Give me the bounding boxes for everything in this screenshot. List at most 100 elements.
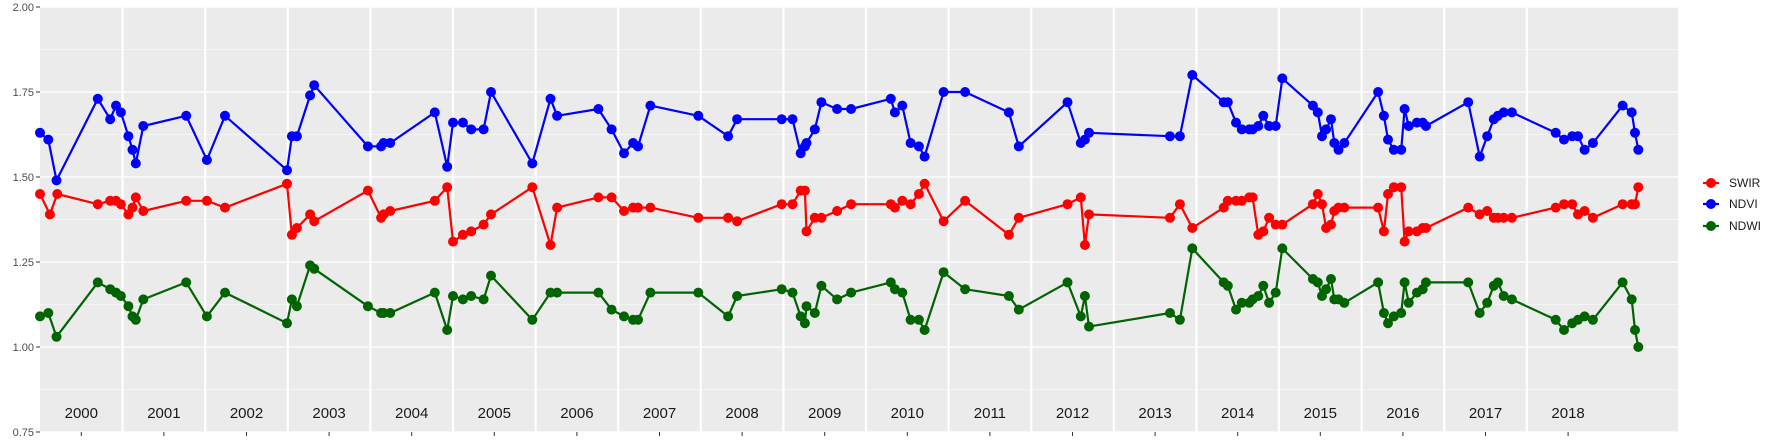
data-point-ndwi [1482,297,1493,308]
data-point-swir [919,178,930,189]
data-point-ndvi [527,158,538,169]
data-point-ndvi [1231,117,1241,128]
data-point-swir [776,199,787,210]
data-point-swir [1277,219,1288,230]
data-point-ndvi [809,124,820,135]
year-label-2007: 2007 [643,405,676,422]
data-point-ndvi [960,87,971,97]
data-point-ndwi [1222,280,1233,291]
year-label-2002: 2002 [230,405,263,422]
data-point-ndvi [889,107,900,118]
data-point-swir [442,182,453,193]
year-label-2006: 2006 [560,405,593,422]
data-point-swir [35,189,45,199]
data-point-ndwi [1633,342,1644,352]
data-point-swir [1084,209,1094,220]
data-point-ndvi [1373,87,1384,97]
data-point-ndwi [913,314,924,325]
data-point-ndvi [552,110,563,121]
data-point-ndvi [1174,131,1185,142]
data-point-swir [938,216,949,227]
data-point-swir [619,206,629,216]
data-point-ndvi [1165,131,1175,142]
data-point-ndvi [1013,141,1024,152]
data-point-ndwi [693,287,704,298]
data-point-ndvi [429,107,440,118]
data-point-swir [693,212,704,223]
y-tick-label: 2.00 [13,2,34,14]
data-point-ndvi [693,110,704,121]
data-point-ndwi [362,301,373,312]
data-point-ndvi [35,127,45,138]
data-point-swir [527,182,538,193]
data-point-swir [633,202,643,213]
data-point-ndvi [593,104,604,114]
y-tick-label: 1.75 [13,87,34,99]
data-point-swir [787,199,798,210]
series-swir [35,178,1644,250]
data-point-ndvi [1587,138,1598,148]
data-point-ndvi [645,100,656,111]
data-point-ndvi [442,161,453,172]
data-point-ndvi [723,131,734,142]
data-point-ndwi [897,287,908,298]
year-label-2004: 2004 [395,405,428,422]
data-point-ndvi [1270,121,1281,131]
data-point-swir [1075,192,1086,203]
data-point-swir [1174,199,1185,210]
year-label-2012: 2012 [1056,405,1089,422]
data-point-ndvi [816,97,827,108]
data-point-swir [92,199,103,210]
data-point-ndvi [545,93,556,104]
data-point-ndvi [1399,104,1410,114]
data-point-swir [1378,226,1389,237]
data-point-ndwi [1378,308,1389,318]
data-point-ndwi [1258,280,1269,291]
year-label-2016: 2016 [1386,405,1419,422]
data-point-swir [1079,240,1090,250]
data-point-ndwi [1312,277,1323,288]
data-point-ndwi [801,301,812,312]
y-tick-label: 0.75 [13,427,34,439]
data-point-ndwi [486,270,496,281]
data-point-ndwi [1559,325,1569,335]
data-point-swir [220,202,230,213]
data-point-ndvi [913,141,924,152]
data-point-ndvi [466,124,477,135]
data-point-ndvi [1579,144,1590,155]
data-point-swir [1013,212,1024,223]
data-point-ndwi [466,291,477,301]
data-point-swir [1550,202,1561,213]
data-point-swir [1579,206,1590,216]
data-point-ndvi [619,148,629,159]
data-point-ndwi [282,318,292,329]
data-point-swir [552,202,563,213]
data-point-swir [486,209,496,220]
data-point-swir [846,199,857,210]
y-tick-label: 1.00 [13,342,34,354]
data-point-swir [478,219,489,230]
year-label-2017: 2017 [1469,405,1502,422]
data-point-swir [52,189,63,199]
data-point-swir [1247,192,1258,203]
data-point-swir [832,206,843,216]
data-point-ndwi [732,291,743,301]
data-point-ndvi [1506,107,1517,118]
legend: SWIR NDVI NDWI [1703,176,1761,233]
data-point-swir [913,189,924,199]
data-point-swir [1383,189,1393,199]
data-point-ndwi [448,291,458,301]
data-point-swir [897,195,908,206]
data-point-ndwi [1339,297,1350,308]
legend-key-marker [1706,199,1716,209]
data-point-ndwi [723,311,734,322]
year-label-2011: 2011 [974,405,1006,422]
data-point-ndvi [1253,121,1264,131]
year-label-2000: 2000 [65,405,98,422]
series-ndwi [35,243,1644,352]
data-point-ndwi [1617,277,1628,288]
data-point-ndvi [1633,144,1644,155]
data-point-ndwi [1075,311,1086,322]
data-point-ndvi [905,138,916,148]
data-point-ndvi [846,104,857,114]
